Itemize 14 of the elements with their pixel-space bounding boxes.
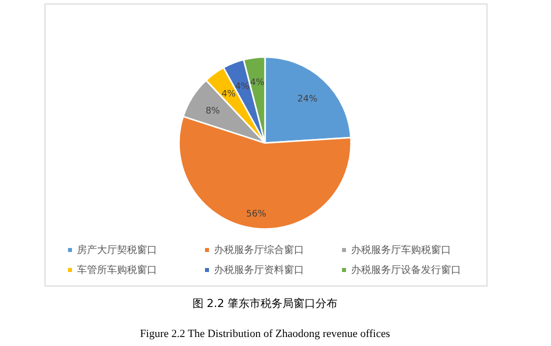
data-label: 8%	[206, 106, 220, 116]
text: 图 2.2 肇东市税务局窗口分布	[192, 297, 338, 310]
legend-label: 办税服务厅综合窗口	[214, 244, 304, 256]
data-label: 56%	[246, 209, 267, 220]
data-label: 4%	[250, 78, 265, 88]
data-label: 4%	[235, 82, 250, 92]
legend-label: 办税服务厅资料窗口	[214, 264, 304, 276]
legend-label: 办税服务厅车购税窗口	[351, 244, 451, 256]
legend-label: 车管所车购税窗口	[77, 264, 157, 276]
legend-label: 办税服务厅设备发行窗口	[351, 264, 461, 276]
data-label: 4%	[221, 89, 236, 100]
data-label: 24%	[297, 94, 318, 104]
legend-label: 房产大厅契税窗口	[77, 244, 157, 256]
text: Figure 2.2 The Distribution of Zhaodong revenue offices	[140, 328, 390, 340]
